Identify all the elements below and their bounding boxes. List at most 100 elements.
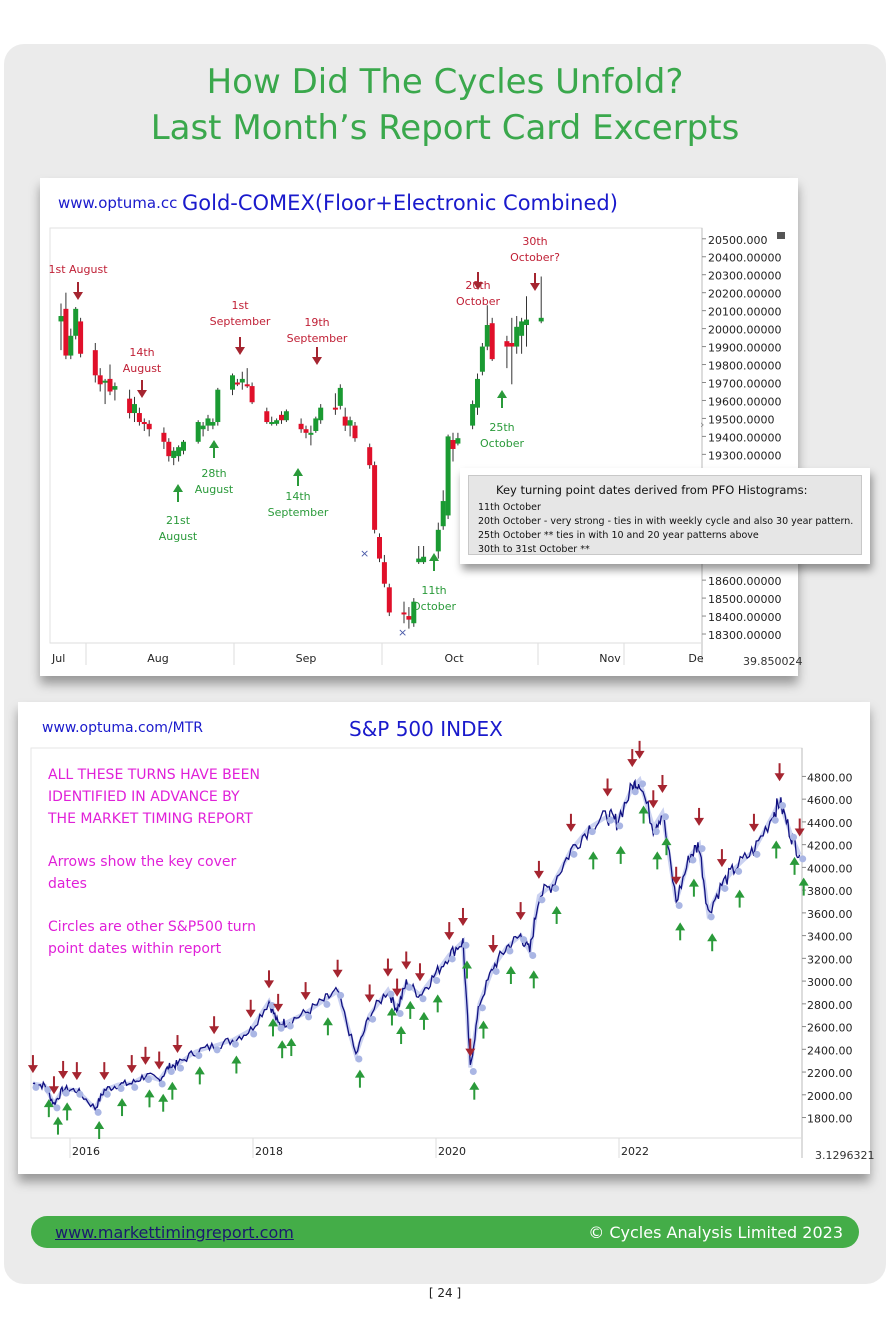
spx-turn-circle xyxy=(231,1040,239,1048)
down-arrow-icon xyxy=(264,980,274,989)
down-arrow-icon xyxy=(364,994,375,1003)
gold-candle xyxy=(283,411,289,421)
up-arrow-icon xyxy=(528,970,539,979)
spx-turn-circle xyxy=(616,822,624,830)
up-arrow-icon xyxy=(652,851,663,860)
down-arrow-icon xyxy=(382,968,393,977)
down-arrow-icon xyxy=(137,390,147,398)
gold-annotation-label: October xyxy=(456,295,500,308)
gold-x-tick-label: Jul xyxy=(51,652,65,665)
spx-note-line: Arrows show the key cover xyxy=(48,854,237,870)
website-link[interactable]: www.markettimingreport.com xyxy=(55,1223,294,1242)
spx-turn-circle xyxy=(305,1013,313,1021)
spx-turn-circle xyxy=(144,1075,152,1083)
gold-candle xyxy=(372,465,378,530)
spx-y-tick-label: 2000.00 xyxy=(807,1090,853,1103)
gold-candle xyxy=(386,587,392,613)
gold-candle xyxy=(141,422,147,425)
down-arrow-icon xyxy=(530,283,540,291)
gold-y-tick-label: 19400.00000 xyxy=(708,431,781,444)
spx-turn-circle xyxy=(53,1104,61,1112)
gold-candle xyxy=(519,321,525,336)
gold-candle xyxy=(112,386,118,390)
down-arrow-icon xyxy=(332,969,343,978)
gold-candle xyxy=(166,441,172,457)
down-arrow-icon xyxy=(748,823,759,832)
spx-note-line: THE MARKET TIMING REPORT xyxy=(48,811,253,827)
spx-y-tick-label: 3600.00 xyxy=(807,908,853,921)
gold-x-tick-label: Aug xyxy=(147,652,168,665)
gold-candle xyxy=(234,382,240,385)
gold-annotation-label: 1st August xyxy=(48,263,108,276)
spx-turn-circle xyxy=(607,816,615,824)
down-arrow-icon xyxy=(392,988,403,997)
gold-x-tick-label: De xyxy=(688,652,703,665)
gold-candle xyxy=(107,378,113,392)
gold-candle xyxy=(127,398,133,414)
gold-y-tick-label: 20200.00000 xyxy=(708,288,781,301)
spx-turn-circle xyxy=(478,1004,486,1012)
gold-candle xyxy=(298,423,304,430)
gold-y-tick-label: 20100.00000 xyxy=(708,306,781,319)
gold-chart-site: www.optuma.cc xyxy=(58,194,178,212)
gold-candle xyxy=(475,378,480,408)
down-arrow-icon xyxy=(126,1065,137,1074)
gold-candle xyxy=(509,342,515,347)
down-arrow-icon xyxy=(273,1003,284,1012)
down-arrow-icon xyxy=(716,859,727,868)
spx-turn-circle xyxy=(405,983,413,991)
spx-turn-circle xyxy=(167,1068,175,1076)
spx-y-tick-label: 2400.00 xyxy=(807,1044,853,1057)
spx-x-tick-label: 2018 xyxy=(255,1145,283,1158)
gold-candle xyxy=(215,389,221,423)
spx-turn-circle xyxy=(529,952,537,960)
gold-y-tick-label: 20000.00000 xyxy=(708,324,781,337)
spx-note-line: point dates within report xyxy=(48,941,222,957)
gold-candle xyxy=(97,375,103,385)
gold-x-tick-label: Sep xyxy=(296,652,317,665)
up-arrow-icon xyxy=(638,805,649,814)
spx-turn-circle xyxy=(790,833,798,841)
down-arrow-icon xyxy=(401,961,412,970)
down-arrow-icon xyxy=(634,750,645,759)
up-arrow-icon xyxy=(588,851,599,860)
gold-candle xyxy=(102,380,108,383)
gold-candle xyxy=(176,447,182,457)
up-arrow-icon xyxy=(158,1093,169,1102)
spx-turn-circle xyxy=(419,995,427,1003)
gold-cross-marker: × xyxy=(360,547,369,560)
spx-turn-circle xyxy=(753,850,761,858)
up-arrow-icon xyxy=(94,1120,105,1129)
gold-candle xyxy=(538,317,544,322)
gold-annotation-label: 14th xyxy=(285,490,310,503)
gold-candle xyxy=(181,441,186,451)
spx-turn-circle xyxy=(177,1064,184,1072)
gold-y-tick-label: 20400.00000 xyxy=(708,252,781,265)
gold-corner-label: 39.850024 xyxy=(743,655,803,668)
spx-corner-label: 3.1296321 xyxy=(815,1149,875,1162)
down-arrow-icon xyxy=(172,1045,183,1054)
down-arrow-icon xyxy=(312,357,322,365)
spx-turn-circle xyxy=(721,884,729,892)
gold-candle xyxy=(303,429,309,433)
spx-note-line: IDENTIFIED IN ADVANCE BY xyxy=(48,789,240,805)
info-box-line: 25th October ** ties in with 10 and 20 y… xyxy=(478,530,759,541)
gold-candle xyxy=(279,414,284,421)
gold-annotation-label: 28th xyxy=(201,467,226,480)
spx-x-tick-label: 2016 xyxy=(72,1145,100,1158)
gold-candle xyxy=(58,316,64,322)
spx-turn-circle xyxy=(771,816,779,824)
gold-y-tick-label: 18400.00000 xyxy=(708,611,781,624)
gold-y-tick-label: 19600.00000 xyxy=(708,395,781,408)
up-arrow-icon xyxy=(551,905,562,914)
spx-turn-circle xyxy=(103,1090,111,1098)
gold-candle xyxy=(274,420,280,424)
down-arrow-icon xyxy=(457,917,468,926)
up-arrow-icon xyxy=(286,1038,297,1047)
spx-turn-circle xyxy=(355,1055,363,1063)
down-arrow-icon xyxy=(48,1086,59,1095)
gold-candle xyxy=(136,413,142,423)
up-arrow-icon xyxy=(386,1007,397,1016)
gold-candle xyxy=(171,450,177,458)
gold-cross-marker: × xyxy=(398,626,407,639)
